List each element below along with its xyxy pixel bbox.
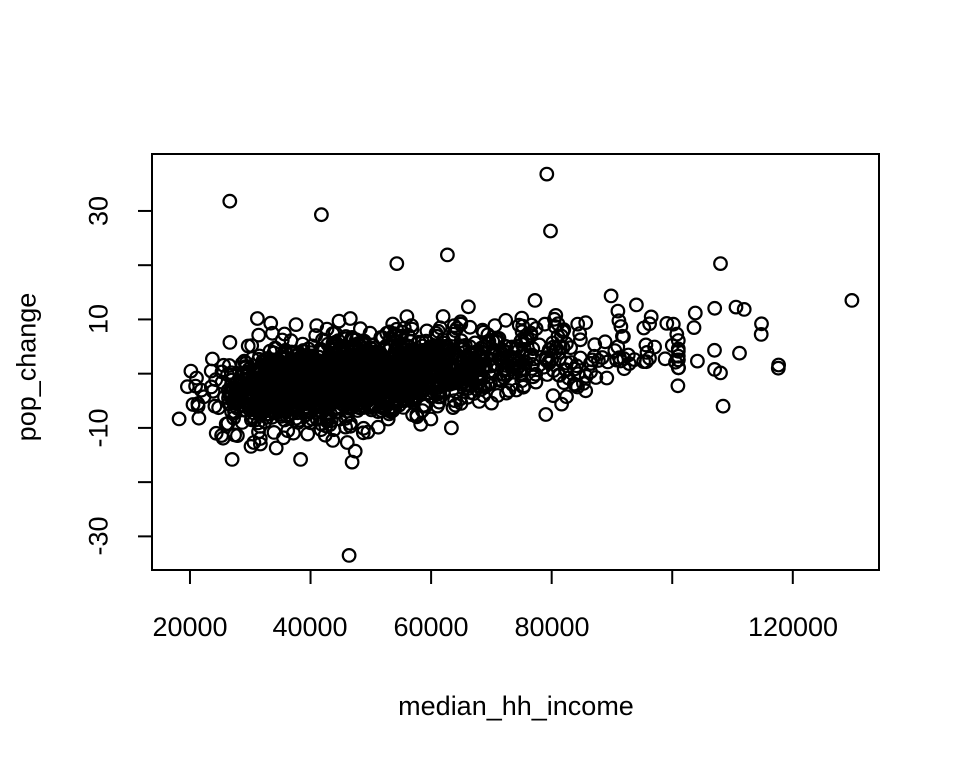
x-tick-label-80000: 80000 <box>514 612 590 642</box>
y-axis-title: pop_change <box>11 292 42 442</box>
x-tick-label-120000: 120000 <box>747 612 839 642</box>
x-axis-title: median_hh_income <box>398 691 634 721</box>
x-tick-label-20000: 20000 <box>152 612 228 642</box>
plot-box <box>151 153 880 571</box>
x-tick-label-40000: 40000 <box>272 612 348 642</box>
x-tick-label-60000: 60000 <box>393 612 469 642</box>
y-tick-label-neg30: -30 <box>83 516 114 556</box>
y-tick-label-10: 10 <box>83 303 114 335</box>
y-tick-label-neg10: -10 <box>83 408 114 448</box>
y-tick-label-30: 30 <box>83 195 114 227</box>
x-axis-ticks <box>188 571 794 584</box>
data-points <box>171 166 860 563</box>
y-axis-ticks <box>138 209 151 538</box>
